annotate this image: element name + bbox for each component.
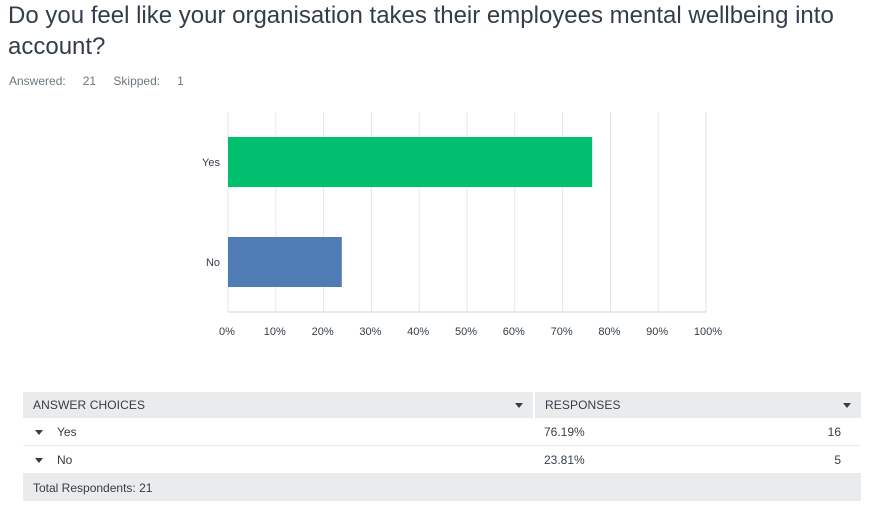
percent-cell: 76.19%	[534, 418, 725, 446]
x-tick-label: 90%	[646, 326, 668, 338]
bar-yes	[228, 137, 593, 187]
choice-cell: Yes	[23, 418, 534, 446]
responses-header-label: RESPONSES	[545, 398, 621, 412]
choice-label: No	[57, 452, 73, 467]
x-tick-label: 40%	[407, 326, 429, 338]
x-tick-label: 50%	[455, 326, 477, 338]
x-tick-label: 60%	[503, 326, 525, 338]
answered-value: 21	[82, 74, 97, 88]
percent-cell: 23.81%	[534, 445, 725, 474]
expand-caret-icon[interactable]	[35, 429, 43, 435]
x-tick-label: 0%	[219, 326, 235, 338]
sort-caret-icon[interactable]	[843, 403, 851, 408]
expand-caret-icon[interactable]	[35, 457, 43, 463]
table-row: No 23.81% 5	[23, 445, 861, 474]
total-row: Total Respondents: 21	[23, 473, 861, 501]
x-tick-label: 80%	[598, 326, 620, 338]
answer-choices-header[interactable]: ANSWER CHOICES	[23, 392, 535, 418]
responses-header[interactable]: RESPONSES	[534, 392, 861, 418]
count-cell: 16	[724, 418, 861, 446]
x-tick-label: 100%	[694, 326, 722, 338]
bar-chart: 0% 10% 20% 30% 40% 50% 60% 70% 80% 90% 100% Yes No	[202, 112, 722, 338]
table-row: Yes 76.19% 16	[23, 418, 861, 446]
category-label: No	[206, 257, 220, 269]
category-label: Yes	[202, 157, 220, 169]
bar-no	[228, 237, 342, 287]
answer-choices-header-label: ANSWER CHOICES	[33, 398, 146, 412]
count-cell: 5	[724, 445, 861, 474]
question-title: Do you feel like your organisation takes…	[8, 2, 834, 60]
skipped-label: Skipped:	[113, 74, 161, 88]
table-header-row: ANSWER CHOICES RESPONSES	[23, 392, 861, 418]
skipped-value: 1	[177, 74, 184, 88]
responses-table: ANSWER CHOICES RESPONSES Yes 76.19% 16 N…	[23, 392, 861, 501]
x-tick-label: 30%	[359, 326, 381, 338]
total-respondents: Total Respondents: 21	[23, 473, 861, 501]
x-tick-label: 10%	[264, 326, 286, 338]
x-tick-label: 20%	[312, 326, 334, 338]
response-stats: Answered: 21 Skipped: 1	[9, 74, 198, 88]
x-tick-label: 70%	[551, 326, 573, 338]
choice-cell: No	[23, 445, 534, 474]
answered-label: Answered:	[9, 74, 66, 88]
choice-label: Yes	[57, 424, 77, 439]
sort-caret-icon[interactable]	[515, 403, 523, 408]
